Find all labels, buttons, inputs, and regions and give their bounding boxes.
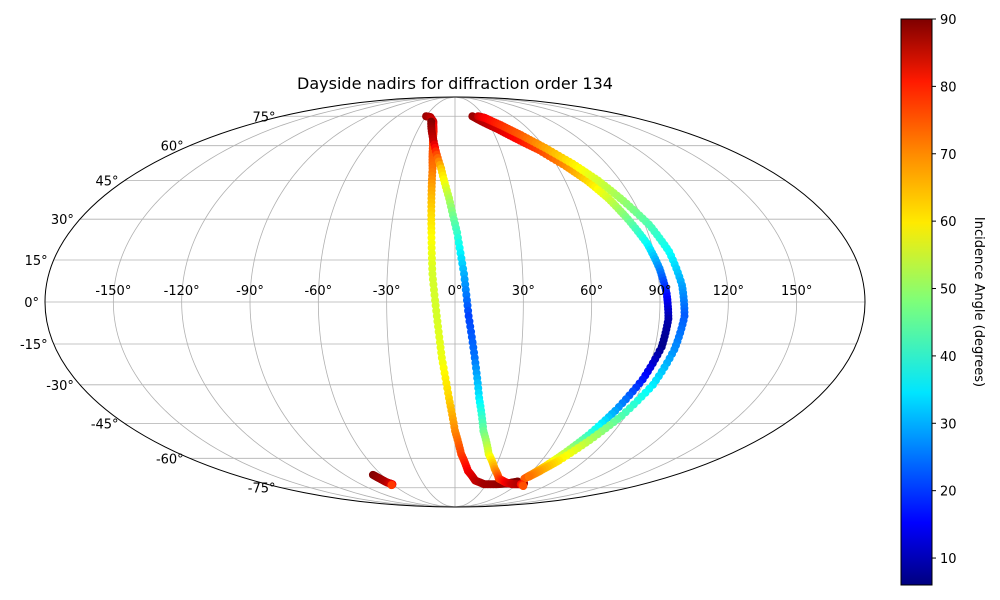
data-point [519, 482, 528, 490]
latitude-tick-label: 30° [51, 213, 74, 228]
colorbar-tick-label: 70 [940, 148, 957, 163]
colorbar-ticks: 10 20 30 40 50 60 70 80 90 [932, 13, 957, 567]
colorbar-tick-label: 30 [940, 417, 957, 432]
data-point [387, 481, 396, 490]
longitude-tick-label: -150° [95, 284, 131, 299]
latitude-tick-label: -45° [91, 417, 119, 432]
chart-title: Dayside nadirs for diffraction order 134 [297, 74, 613, 93]
latitude-tick-labels: 75° 60° 45° 30° 15° 0° -15° -30° -45° -60° -75° [20, 110, 276, 496]
latitude-tick-label: -15° [20, 338, 48, 353]
longitude-tick-label: -90° [236, 284, 264, 299]
data-points [368, 112, 689, 490]
latitude-tick-label: 0° [24, 296, 39, 311]
longitude-tick-label: 150° [781, 284, 812, 299]
latitude-tick-label: -60° [156, 452, 184, 467]
colorbar-tick-label: 40 [940, 350, 957, 365]
longitude-tick-label: 0° [448, 284, 463, 299]
latitude-tick-label: -75° [248, 482, 276, 497]
colorbar-tick-label: 20 [940, 485, 957, 500]
longitude-tick-label: 90° [648, 284, 671, 299]
colorbar-tick-label: 50 [940, 283, 957, 298]
longitude-tick-label: 60° [580, 284, 603, 299]
longitude-tick-label: -60° [304, 284, 332, 299]
latitude-tick-label: 75° [252, 110, 275, 125]
longitude-tick-labels: -150° -120° -90° -60° -30° 0° 30° 60° 90° 120° 150… [95, 284, 812, 299]
colorbar-tick-label: 90 [940, 13, 957, 28]
latitude-tick-label: 60° [161, 140, 184, 155]
data-point [524, 472, 533, 481]
colorbar-label: Incidence Angle (degrees) [971, 217, 986, 387]
latitude-tick-label: 15° [25, 254, 48, 269]
map-boundary [44, 96, 866, 508]
longitude-tick-label: -30° [373, 284, 401, 299]
colorbar-tick-label: 80 [940, 80, 957, 95]
colorbar-tick-label: 60 [940, 215, 957, 230]
latitude-tick-label: -30° [46, 379, 74, 394]
colorbar-tick-label: 10 [940, 552, 957, 567]
latitude-tick-label: 45° [96, 175, 119, 190]
colorbar [900, 18, 933, 586]
longitude-tick-label: 30° [512, 284, 535, 299]
graticule [45, 97, 865, 507]
longitude-tick-label: -120° [164, 284, 200, 299]
longitude-tick-label: 120° [713, 284, 744, 299]
